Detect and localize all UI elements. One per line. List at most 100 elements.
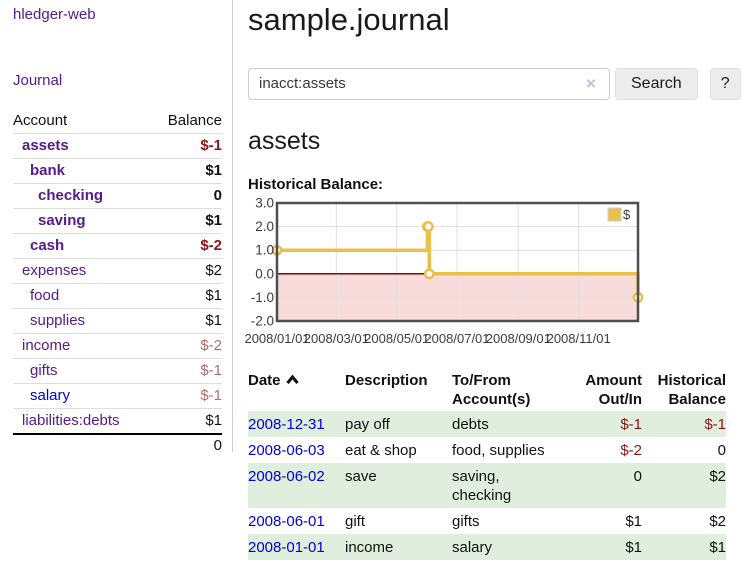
column-header-balance: Historical Balance — [657, 371, 726, 408]
x-axis-tick-label: 2008/09/01 — [486, 331, 551, 346]
account-balance: $-1 — [151, 383, 222, 409]
data-point-marker[interactable] — [422, 220, 434, 232]
account-link[interactable]: saving — [38, 212, 86, 229]
y-axis-tick-label: 0.0 — [255, 266, 274, 281]
account-row: food $1 — [13, 283, 222, 309]
accounts-table-header: Account Balance — [13, 109, 222, 134]
transactions-header-row: Date Description To/From Account(s) Amou… — [248, 369, 726, 411]
transaction-balance: 0 — [717, 441, 726, 459]
search-button[interactable]: Search — [615, 67, 698, 100]
transaction-amount: $-2 — [620, 441, 642, 459]
account-balance: $-2 — [151, 333, 222, 359]
main-content: sample.journal × Search ? assets Histori… — [234, 0, 742, 560]
account-row: salary $-1 — [13, 383, 222, 409]
account-balance: 0 — [151, 183, 222, 209]
column-header-description: Description — [345, 371, 428, 389]
account-balance: $1 — [151, 158, 222, 184]
accounts-total-value: 0 — [151, 433, 222, 457]
transaction-date-link[interactable]: 2008-12-31 — [248, 415, 325, 433]
transactions-table: Date Description To/From Account(s) Amou… — [248, 369, 726, 560]
transaction-description: income — [345, 538, 394, 556]
transaction-amount: $1 — [625, 538, 642, 556]
transaction-accounts: debts — [452, 415, 489, 433]
y-axis-tick-label: -1.0 — [251, 290, 274, 305]
account-balance: $1 — [151, 408, 222, 434]
search-input[interactable] — [248, 67, 610, 100]
transaction-description: save — [345, 467, 377, 485]
transaction-accounts: food, supplies — [452, 441, 545, 459]
account-row: checking 0 — [13, 183, 222, 209]
sidebar-item-journal[interactable]: Journal — [13, 72, 63, 89]
transaction-description: pay off — [345, 415, 390, 433]
account-balance: $2 — [151, 258, 222, 284]
transaction-row: 2008-12-31 pay off debts $-1 $-1 — [248, 410, 726, 437]
transaction-accounts: gifts — [452, 512, 480, 530]
account-balance: $-2 — [151, 233, 222, 259]
account-row: expenses $2 — [13, 258, 222, 284]
clear-search-icon[interactable]: × — [586, 73, 596, 93]
accounts-total-spacer — [13, 433, 152, 457]
account-link[interactable]: liabilities:debts — [22, 412, 120, 429]
x-axis-tick-label: 2008/01/01 — [244, 331, 309, 346]
search-bar: × Search ? — [248, 67, 742, 100]
transaction-row: 2008-06-02 save saving, checking 0 $2 — [248, 462, 726, 508]
transaction-date-link[interactable]: 2008-06-03 — [248, 441, 325, 459]
accounts-header-balance: Balance — [167, 112, 222, 129]
transaction-balance: $2 — [709, 467, 726, 485]
account-link[interactable]: supplies — [30, 312, 86, 329]
account-balance: $1 — [151, 283, 222, 309]
y-axis-tick-label: 2.0 — [255, 219, 274, 234]
account-row: gifts $-1 — [13, 358, 222, 384]
app-title-link[interactable]: hledger-web — [13, 6, 96, 23]
column-header-amount: Amount Out/In — [585, 371, 642, 408]
account-link[interactable]: gifts — [30, 362, 58, 379]
x-axis-tick-label: 2008/07/01 — [424, 331, 489, 346]
transaction-row: 2008-06-03 eat & shop food, supplies $-2 0 — [248, 437, 726, 463]
page-title: sample.journal — [248, 2, 450, 37]
transaction-row: 2008-06-01 gift gifts $1 $2 — [248, 508, 726, 534]
transaction-amount: 0 — [633, 467, 642, 485]
account-link[interactable]: checking — [38, 187, 104, 204]
account-row: assets $-1 — [13, 133, 222, 159]
accounts-total-row: 0 — [13, 433, 222, 457]
transaction-balance: $-1 — [704, 415, 726, 433]
y-axis-tick-label: 1.0 — [255, 242, 274, 257]
column-header-date[interactable]: Date — [248, 369, 345, 411]
account-link[interactable]: bank — [30, 162, 66, 179]
transaction-date-link[interactable]: 2008-01-01 — [248, 538, 325, 556]
transaction-balance: $2 — [709, 512, 726, 530]
account-link[interactable]: expenses — [22, 262, 87, 279]
plot-border — [275, 201, 640, 322]
transaction-accounts: saving, checking — [452, 467, 512, 504]
account-row: saving $1 — [13, 208, 222, 234]
account-link[interactable]: food — [30, 287, 60, 304]
transaction-accounts: salary — [452, 538, 493, 556]
transaction-balance: $1 — [709, 538, 726, 556]
account-row: liabilities:debts $1 — [13, 408, 222, 434]
account-balance: $1 — [151, 308, 222, 334]
account-row: cash $-2 — [13, 233, 222, 259]
data-point-marker[interactable] — [423, 267, 435, 279]
account-balance: $-1 — [151, 358, 222, 384]
y-axis-tick-label: -2.0 — [251, 313, 274, 328]
transaction-amount: $-1 — [620, 415, 642, 433]
sidebar: hledger-web Journal Account Balance asse… — [0, 0, 233, 457]
sort-ascending-icon — [285, 374, 299, 384]
transaction-date-link[interactable]: 2008-06-02 — [248, 467, 325, 485]
chart-title: Historical Balance: — [248, 175, 384, 193]
account-row: bank $1 — [13, 158, 222, 184]
historical-balance-chart[interactable]: $3.0 2.0 1.0 0.0 -1.0 -2.0 2008/01/012008/03/0… — [244, 195, 644, 351]
transaction-row: 2008-01-01 income salary $1 $1 — [248, 533, 726, 560]
account-link[interactable]: cash — [30, 237, 65, 254]
account-link[interactable]: assets — [22, 137, 69, 154]
x-axis-tick-label: 2008/11/01 — [547, 331, 611, 346]
account-balance: $1 — [151, 208, 222, 234]
account-link[interactable]: salary — [30, 387, 71, 404]
transaction-date-link[interactable]: 2008-06-01 — [248, 512, 325, 530]
help-button[interactable]: ? — [709, 67, 741, 100]
transaction-description: eat & shop — [345, 441, 417, 459]
account-link[interactable]: income — [22, 337, 71, 354]
account-row: supplies $1 — [13, 308, 222, 334]
account-row: income $-2 — [13, 333, 222, 359]
accounts-header-account: Account — [13, 112, 68, 129]
